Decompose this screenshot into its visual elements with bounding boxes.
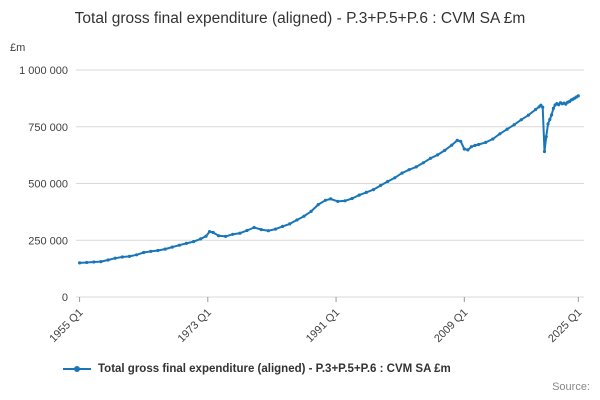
data-point-marker: [551, 106, 556, 110]
data-point-marker: [466, 148, 470, 152]
data-point-marker: [177, 243, 181, 247]
data-point-marker: [192, 240, 196, 244]
data-point-marker: [199, 237, 203, 241]
data-point-marker: [127, 254, 131, 258]
x-tick-label: 1973 Q1: [176, 307, 214, 345]
data-point-marker: [526, 113, 531, 117]
data-point-marker: [541, 105, 545, 109]
data-point-marker: [295, 218, 299, 222]
data-point-marker: [238, 231, 242, 235]
data-point-marker: [78, 261, 82, 265]
data-point-marker: [491, 137, 495, 141]
data-point-marker: [455, 138, 459, 142]
y-tick-label: 250 000: [28, 235, 68, 247]
data-point-marker: [357, 193, 361, 197]
data-point-marker: [336, 199, 340, 203]
data-point-marker: [163, 247, 167, 251]
data-point-marker: [443, 148, 447, 152]
data-point-marker: [519, 118, 523, 122]
data-point-marker: [428, 156, 433, 160]
data-point-marker: [120, 255, 124, 259]
data-point-marker: [224, 234, 228, 238]
data-point-marker: [170, 245, 174, 249]
data-point-marker: [544, 135, 548, 139]
data-point-marker: [323, 198, 327, 202]
data-point-marker: [436, 153, 440, 157]
data-point-marker: [414, 165, 418, 169]
x-tick-label: 2009 Q1: [432, 307, 470, 345]
data-point-marker: [85, 260, 89, 265]
data-point-marker: [204, 234, 208, 238]
data-point-marker: [208, 230, 212, 234]
data-point-marker: [364, 190, 368, 194]
data-point-marker: [99, 260, 103, 264]
data-point-marker: [407, 168, 411, 172]
data-point-marker: [266, 229, 270, 233]
x-tick-label: 1955 Q1: [47, 307, 85, 345]
data-point-marker: [113, 256, 117, 260]
data-point-marker: [576, 94, 580, 98]
data-point-marker: [450, 143, 454, 147]
data-point-marker: [534, 107, 538, 112]
y-axis-unit-label: £m: [10, 42, 26, 54]
legend-label: Total gross final expenditure (aligned) …: [98, 363, 451, 375]
data-point-marker: [135, 253, 139, 257]
x-tick-label: 1991 Q1: [304, 307, 342, 345]
y-tick-label: 0: [62, 292, 68, 304]
data-point-marker: [459, 139, 463, 143]
data-point-marker: [316, 203, 320, 207]
y-tick-label: 1 000 000: [19, 65, 68, 77]
data-point-marker: [281, 224, 285, 228]
data-point-marker: [473, 143, 477, 147]
legend-item[interactable]: Total gross final expenditure (aligned) …: [62, 363, 451, 375]
data-point-marker: [92, 260, 96, 264]
data-point-marker: [156, 248, 160, 253]
data-point-marker: [462, 147, 466, 151]
data-point-marker: [309, 209, 313, 213]
data-point-marker: [273, 227, 278, 231]
data-point-marker: [252, 225, 256, 230]
data-point-marker: [245, 228, 249, 233]
data-point-marker: [393, 176, 397, 180]
data-point-marker: [329, 197, 333, 201]
data-point-marker: [343, 199, 347, 203]
data-point-marker: [288, 222, 292, 226]
data-point-marker: [386, 179, 390, 184]
data-point-marker: [184, 241, 188, 245]
data-point-marker: [400, 171, 404, 175]
data-point-marker: [142, 250, 146, 255]
data-point-marker: [512, 123, 516, 127]
data-point-marker: [546, 122, 550, 126]
data-point-marker: [469, 145, 473, 149]
data-point-marker: [371, 188, 376, 192]
x-tick-label: 2025 Q1: [546, 307, 584, 345]
data-point-marker: [548, 117, 552, 122]
data-point-marker: [106, 258, 110, 262]
data-point-marker: [259, 228, 263, 232]
data-point-marker: [498, 132, 502, 136]
chart-title: Total gross final expenditure (aligned) …: [74, 10, 526, 27]
y-tick-label: 750 000: [28, 122, 68, 134]
data-point-marker: [505, 127, 509, 131]
y-tick-label: 500 000: [28, 179, 68, 191]
data-point-marker: [350, 196, 354, 201]
data-point-marker: [550, 113, 554, 117]
data-point-marker: [477, 142, 481, 147]
data-point-marker: [216, 234, 221, 238]
data-point-marker: [379, 183, 383, 188]
data-point-marker: [542, 149, 547, 154]
data-point-marker: [421, 161, 425, 165]
data-point-marker: [149, 249, 153, 253]
series-line: [78, 94, 580, 264]
data-point-marker: [211, 230, 215, 235]
legend-line-marker-icon: [63, 366, 91, 372]
data-point-marker: [302, 214, 306, 218]
data-point-marker: [484, 140, 488, 144]
data-point-marker: [231, 232, 235, 236]
source-label: Source:: [552, 381, 590, 393]
